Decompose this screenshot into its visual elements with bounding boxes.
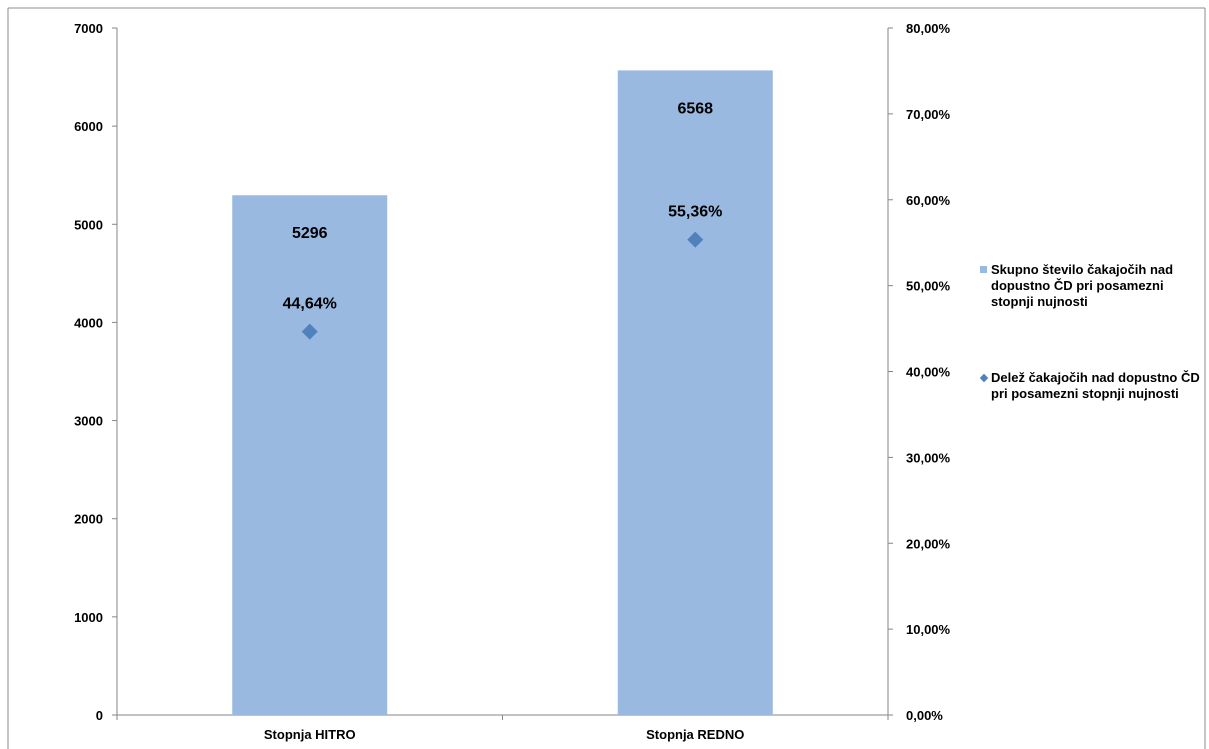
right-tick-label: 80,00% [906,21,951,36]
left-tick-label: 5000 [74,217,103,232]
marker-data-label: 44,64% [283,296,337,313]
right-tick-label: 50,00% [906,279,951,294]
legend-square-icon [980,266,987,273]
right-tick-label: 40,00% [906,365,951,380]
bar [232,195,388,716]
marker-data-label: 55,36% [668,204,722,221]
right-tick-label: 70,00% [906,107,951,122]
legend-label-marker-series: Delež čakajočih nad dopustno ČD pri posa… [991,370,1200,401]
right-tick-label: 20,00% [906,536,951,551]
right-tick-label: 60,00% [906,193,951,208]
legend-label-bar-series: Skupno število čakajočih nad dopustno ČD… [991,262,1174,309]
left-tick-label: 0 [96,708,103,723]
left-tick-label: 6000 [74,119,103,134]
right-tick-label: 30,00% [906,450,951,465]
left-tick-label: 1000 [74,610,103,625]
bar [617,70,773,716]
diamond-marker [301,323,318,340]
left-tick-label: 2000 [74,512,103,527]
bar-data-label: 6568 [677,100,713,117]
left-tick-label: 4000 [74,315,103,330]
right-tick-label: 0,00% [906,708,943,723]
diamond-marker [687,231,704,248]
right-tick-label: 10,00% [906,622,951,637]
x-tick-label: Stopnja HITRO [264,727,356,742]
left-tick-label: 7000 [74,21,103,36]
left-tick-label: 3000 [74,414,103,429]
bar-data-label: 5296 [292,225,328,242]
x-tick-label: Stopnja REDNO [646,727,744,742]
